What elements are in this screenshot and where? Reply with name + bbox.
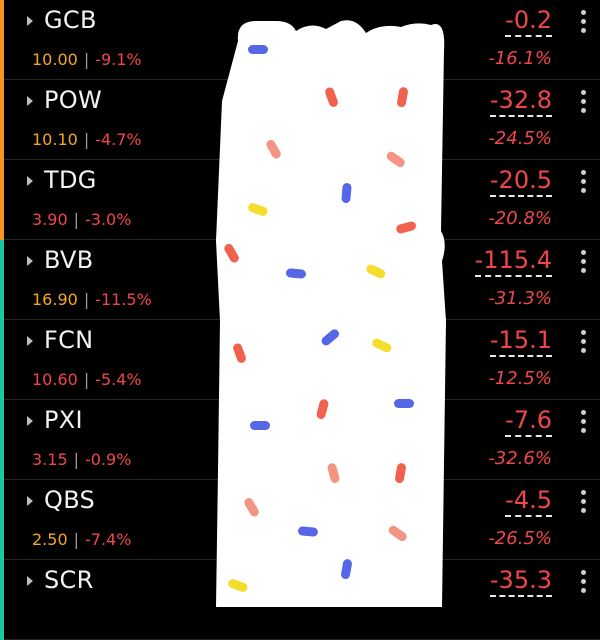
stock-change-percent: -5.4% bbox=[95, 370, 142, 389]
stock-price: 3.90 bbox=[32, 210, 68, 229]
row-accent-bar bbox=[0, 80, 4, 160]
stock-value-change[interactable]: -7.6 bbox=[505, 406, 552, 437]
separator: | bbox=[83, 290, 90, 309]
stock-change-percent: -11.5% bbox=[95, 290, 152, 309]
more-options-icon[interactable] bbox=[580, 250, 586, 276]
stock-value-change[interactable]: -32.8 bbox=[489, 86, 552, 117]
stock-symbol: POW bbox=[44, 86, 102, 114]
stock-price: 10.10 bbox=[32, 130, 78, 149]
stock-symbol: BVB bbox=[44, 246, 94, 274]
stock-change-percent: -0.9% bbox=[85, 450, 132, 469]
stock-value-change[interactable]: -0.2 bbox=[505, 6, 552, 37]
stock-price-line: 16.90 | -11.5% bbox=[32, 290, 152, 309]
more-options-icon[interactable] bbox=[580, 490, 586, 516]
stock-symbol: SCR bbox=[44, 566, 94, 594]
expand-triangle-icon[interactable] bbox=[27, 256, 33, 266]
stock-change-percent: -9.1% bbox=[95, 50, 142, 69]
stock-symbol: FCN bbox=[44, 326, 94, 354]
expand-triangle-icon[interactable] bbox=[27, 96, 33, 106]
stock-price-line: 10.00 | -9.1% bbox=[32, 50, 142, 69]
stock-value-change[interactable]: -20.5 bbox=[489, 166, 552, 197]
stock-price: 2.50 bbox=[32, 530, 68, 549]
stock-symbol: QBS bbox=[44, 486, 96, 514]
expand-triangle-icon[interactable] bbox=[27, 576, 33, 586]
stock-value-change[interactable]: -4.5 bbox=[505, 486, 552, 517]
row-accent-bar bbox=[0, 320, 4, 400]
row-accent-bar bbox=[0, 0, 4, 80]
stock-price-line: 3.90 | -3.0% bbox=[32, 210, 131, 229]
more-options-icon[interactable] bbox=[580, 170, 586, 196]
expand-triangle-icon[interactable] bbox=[27, 336, 33, 346]
separator: | bbox=[83, 130, 90, 149]
stock-price: 10.60 bbox=[32, 370, 78, 389]
stock-change-percent: -7.4% bbox=[85, 530, 132, 549]
row-accent-bar bbox=[0, 240, 4, 320]
more-options-icon[interactable] bbox=[580, 10, 586, 36]
expand-triangle-icon[interactable] bbox=[27, 176, 33, 186]
stock-value-percent: -26.5% bbox=[488, 528, 552, 549]
separator: | bbox=[73, 210, 80, 229]
stock-symbol: TDG bbox=[44, 166, 97, 194]
stock-change-percent: -4.7% bbox=[95, 130, 142, 149]
separator: | bbox=[83, 50, 90, 69]
separator: | bbox=[73, 450, 80, 469]
separator: | bbox=[83, 370, 90, 389]
stock-price-line: 2.50 | -7.4% bbox=[32, 530, 131, 549]
stock-change-percent: -3.0% bbox=[85, 210, 132, 229]
stock-symbol: GCB bbox=[44, 6, 97, 34]
row-accent-bar bbox=[0, 480, 4, 560]
redaction-overlay bbox=[216, 20, 446, 607]
stock-value-change[interactable]: -15.1 bbox=[489, 326, 552, 357]
stock-value-percent: -12.5% bbox=[488, 368, 552, 389]
more-options-icon[interactable] bbox=[580, 90, 586, 116]
stock-price: 16.90 bbox=[32, 290, 78, 309]
more-options-icon[interactable] bbox=[580, 410, 586, 436]
stock-price-line: 3.15 | -0.9% bbox=[32, 450, 131, 469]
stock-value-change[interactable]: -115.4 bbox=[474, 246, 552, 277]
stock-value-percent: -20.8% bbox=[488, 208, 552, 229]
stock-value-percent: -32.6% bbox=[488, 448, 552, 469]
expand-triangle-icon[interactable] bbox=[27, 496, 33, 506]
stock-value-percent: -24.5% bbox=[488, 128, 552, 149]
stock-price: 10.00 bbox=[32, 50, 78, 69]
more-options-icon[interactable] bbox=[580, 330, 586, 356]
row-accent-bar bbox=[0, 160, 4, 240]
row-accent-bar bbox=[0, 560, 4, 640]
more-options-icon[interactable] bbox=[580, 570, 586, 596]
stock-price-line: 10.10 | -4.7% bbox=[32, 130, 142, 149]
stock-value-change[interactable]: -35.3 bbox=[489, 566, 552, 597]
expand-triangle-icon[interactable] bbox=[27, 16, 33, 26]
separator: | bbox=[73, 530, 80, 549]
stock-row-gcb[interactable]: GCB 10.00 | -9.1% -0.2 -16.1% bbox=[0, 0, 600, 80]
expand-triangle-icon[interactable] bbox=[27, 416, 33, 426]
stock-symbol: PXI bbox=[44, 406, 83, 434]
row-accent-bar bbox=[0, 400, 4, 480]
stock-price-line: 10.60 | -5.4% bbox=[32, 370, 142, 389]
stock-value-percent: -31.3% bbox=[488, 288, 552, 309]
stock-value-percent: -16.1% bbox=[488, 48, 552, 69]
stock-price: 3.15 bbox=[32, 450, 68, 469]
